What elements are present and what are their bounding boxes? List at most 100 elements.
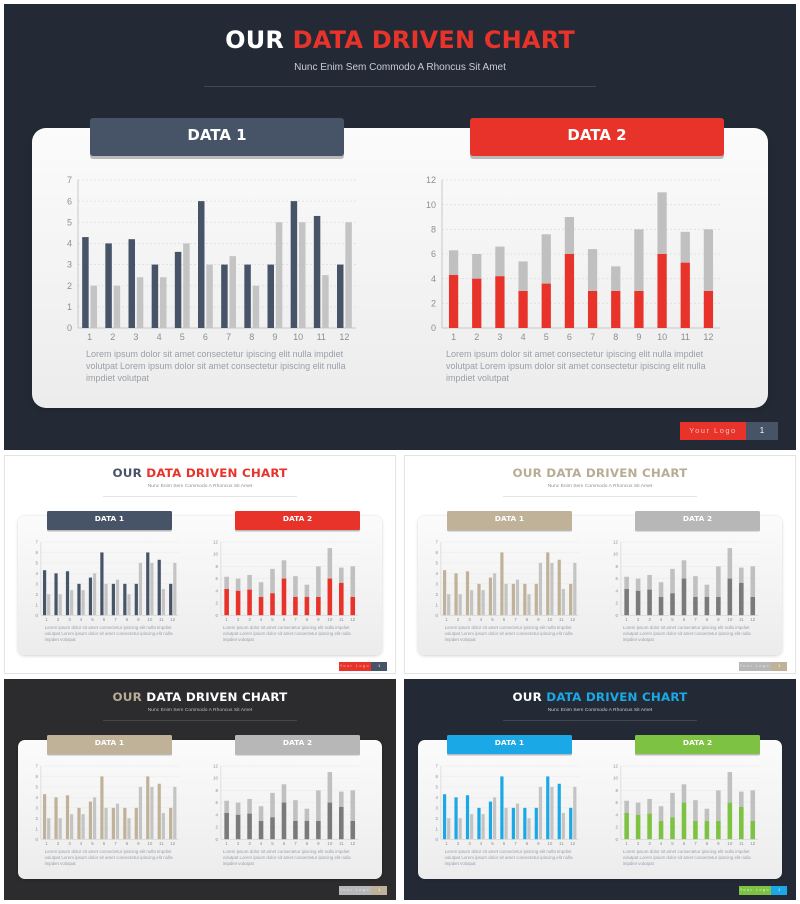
chart-tab-data-1: DATA 1	[446, 735, 573, 755]
bar-series-2	[703, 229, 714, 291]
x-tick-label: 5	[180, 332, 185, 342]
x-tick-label: 5	[271, 841, 274, 846]
bar-series-1	[270, 817, 275, 840]
bar-series-2	[564, 217, 575, 254]
bar-series-2	[327, 548, 333, 579]
bar-series-2	[252, 285, 260, 328]
bar-series-1	[750, 821, 755, 840]
bar-series-1	[681, 578, 687, 616]
bar-series-1	[151, 264, 159, 328]
bar-series-2	[281, 784, 287, 803]
title-highlight: DATA DRIVEN CHART	[292, 26, 575, 54]
x-tick-label: 2	[457, 841, 460, 846]
y-tick-label: 2	[615, 601, 618, 606]
bar-series-2	[322, 275, 329, 328]
bar-series-2	[635, 802, 641, 815]
slide-light-tan[interactable]: OUR DATA DRIVEN CHART Nunc Enim Sem Comm…	[404, 455, 796, 674]
x-tick-label: 11	[339, 841, 344, 846]
bar-series-1	[82, 237, 89, 328]
bar-series-2	[46, 818, 51, 840]
x-tick-label: 7	[514, 841, 517, 846]
title-prefix: OUR	[112, 689, 147, 704]
y-tick-label: 6	[431, 249, 436, 259]
x-tick-label: 12	[339, 332, 349, 342]
x-tick-label: 6	[683, 617, 686, 622]
y-tick-label: 10	[613, 776, 618, 781]
bar-series-2	[58, 594, 62, 616]
x-tick-label: 8	[249, 332, 254, 342]
title-prefix: OUR	[512, 689, 547, 704]
x-tick-label: 12	[170, 841, 175, 846]
y-tick-label: 6	[615, 800, 618, 805]
bar-series-2	[681, 784, 687, 803]
y-tick-label: 4	[615, 812, 618, 817]
bar-series-1	[221, 264, 228, 328]
y-tick-label: 0	[215, 613, 218, 618]
bar-series-2	[472, 254, 482, 279]
slide-dark-tan[interactable]: OUR DATA DRIVEN CHART Nunc Enim Sem Comm…	[4, 679, 396, 900]
slide-light-red[interactable]: OUR DATA DRIVEN CHART Nunc Enim Sem Comm…	[4, 455, 396, 674]
title-divider	[502, 719, 697, 721]
y-tick-label: 0	[435, 837, 438, 842]
bar-series-2	[727, 548, 733, 579]
bar-series-2	[127, 594, 131, 616]
bar-series-1	[168, 807, 173, 840]
y-tick-label: 4	[435, 571, 438, 576]
bar-series-2	[647, 799, 652, 814]
x-tick-label: 3	[497, 332, 502, 342]
y-tick-label: 6	[35, 774, 38, 779]
page-number: 1	[771, 885, 788, 895]
y-tick-label: 7	[35, 764, 38, 769]
x-tick-label: 10	[727, 841, 732, 846]
page-number: 1	[371, 661, 388, 671]
slide-dark-blue[interactable]: OUR DATA DRIVEN CHART Nunc Enim Sem Comm…	[404, 679, 796, 900]
x-tick-label: 6	[567, 332, 572, 342]
x-tick-label: 12	[170, 617, 175, 622]
chart-2-description: Lorem ipsum dolor sit amet consectetur i…	[446, 349, 706, 383]
bar-series-2	[138, 563, 142, 616]
x-tick-label: 4	[157, 332, 162, 342]
y-tick-label: 6	[435, 550, 438, 555]
bar-series-2	[304, 808, 310, 822]
x-tick-label: 10	[327, 617, 332, 622]
logo-placeholder: Your Logo	[738, 661, 772, 671]
bar-series-2	[538, 787, 542, 840]
chart-2-description: Lorem ipsum dolor sit amet consectetur i…	[622, 849, 751, 867]
bar-series-1	[442, 794, 446, 840]
y-tick-label: 7	[435, 540, 438, 545]
bar-series-1	[727, 802, 733, 840]
y-tick-label: 0	[431, 323, 436, 333]
bar-series-2	[58, 818, 62, 840]
bar-series-1	[750, 597, 755, 616]
bar-series-2	[247, 575, 252, 590]
x-tick-label: 9	[537, 617, 540, 622]
bar-series-2	[715, 790, 721, 822]
bar-series-1	[42, 794, 46, 840]
slide-title: OUR DATA DRIVEN CHART	[404, 690, 796, 704]
x-tick-label: 9	[272, 332, 277, 342]
bar-series-1	[111, 807, 115, 840]
bar-series-1	[313, 215, 321, 328]
bar-series-1	[54, 573, 58, 616]
bar-series-2	[90, 285, 97, 328]
y-tick-label: 1	[35, 826, 38, 831]
x-tick-label: 12	[703, 332, 713, 342]
x-tick-label: 12	[570, 841, 575, 846]
bar-series-1	[738, 807, 744, 840]
bar-series-2	[495, 246, 505, 277]
y-tick-label: 2	[67, 281, 72, 291]
x-tick-label: 2	[57, 617, 60, 622]
bar-series-1	[500, 776, 504, 840]
bar-series-2	[624, 576, 629, 590]
bar-series-1	[281, 802, 287, 840]
bar-series-2	[738, 791, 744, 808]
y-tick-label: 12	[613, 540, 618, 545]
bar-series-2	[693, 800, 698, 822]
bar-series-2	[704, 584, 710, 598]
logo-placeholder: Your Logo	[680, 422, 746, 440]
x-tick-label: 11	[559, 841, 564, 846]
slide-main[interactable]: OUR DATA DRIVEN CHART Nunc Enim Sem Comm…	[4, 4, 796, 450]
